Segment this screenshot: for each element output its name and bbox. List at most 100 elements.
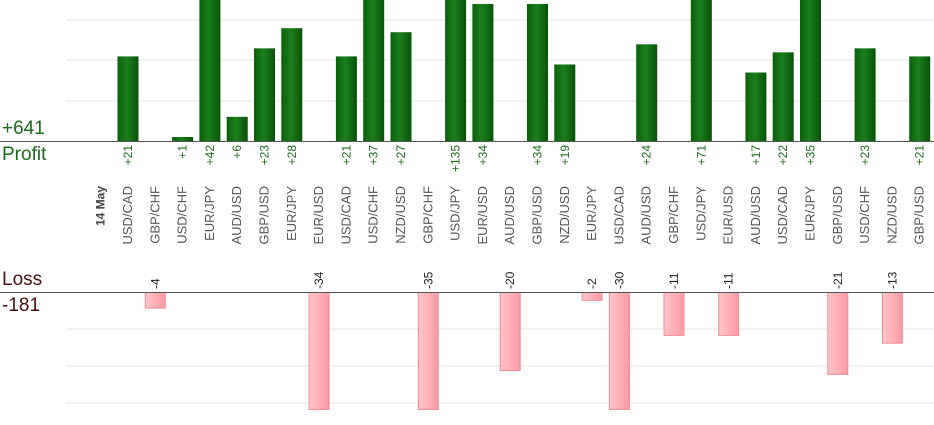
category-label: AUD/USD [502,186,517,245]
loss-value-label: -20 [503,271,517,289]
category-label: AUD/USD [229,186,244,245]
category-labels: USD/CAD GBP/CHF USD/CHF EUR/JPY AUD/USD GBP/U… [120,186,927,245]
profit-value-label: +1 [176,145,190,159]
category-label: USD/CAD [120,186,135,245]
category-label: USD/CAD [338,186,353,245]
profit-bar [527,4,548,142]
loss-value-label: -4 [148,278,162,289]
category-label: GBP/USD [530,186,545,245]
loss-value-label: -34 [312,271,326,289]
category-label: GBP/USD [257,186,272,245]
loss-value-label: -11 [722,272,736,289]
profit-label: Profit [2,144,47,165]
profit-bar [172,136,194,141]
category-label: USD/CHF [175,186,190,244]
loss-value-label: -11 [667,272,681,289]
loss-total: -181 [2,295,41,316]
category-label: NZD/USD [393,186,408,244]
loss-bar [608,292,630,410]
profit-bar [254,48,275,141]
profit-bar [117,56,139,141]
loss-bar [144,292,166,309]
profit-value-label: +135 [449,145,463,172]
profit-value-label: +34 [531,145,545,166]
loss-value-label: -13 [885,271,899,289]
category-label: AUD/USD [748,186,763,245]
loss-bar [308,292,330,410]
category-label: GBP/CHF [420,186,435,244]
profit-value-label: +21 [913,145,927,166]
profit-value-label: +34 [476,145,490,166]
loss-value-label: -35 [421,271,435,289]
loss-bar [499,292,521,371]
value-labels: +21 -4 +1 +42 +6 +23 +28 -34 +21 +37 +27 -35 +135 +34… [121,145,927,289]
profit-value-label: +28 [285,145,299,166]
profit-value-label: +23 [858,145,872,166]
category-label: USD/CHF [366,186,381,244]
loss-bar [663,292,685,336]
loss-value-label: -2 [585,278,599,289]
category-label: GBP/CHF [147,186,162,244]
profit-value-label: +21 [121,145,135,166]
category-label: GBP/USD [912,186,927,245]
category-label: USD/CAD [775,186,790,245]
loss-bar [581,292,603,301]
loss-bar [417,292,439,410]
profit-bar [363,0,385,141]
loss-value-label: -21 [831,271,845,289]
profit-bar [199,0,221,141]
profit-bar [472,4,494,142]
profit-value-label: +24 [640,145,654,166]
category-label: EUR/USD [475,186,490,245]
category-label: EUR/USD [311,186,326,245]
profit-bar [554,64,576,141]
category-label: GBP/CHF [666,186,681,244]
category-label: USD/JPY [448,186,463,241]
loss-bar [718,292,740,336]
profit-value-label: +17 [749,145,763,166]
category-label: GBP/USD [830,186,845,245]
category-label: NZD/USD [884,186,899,244]
profit-bar [909,56,931,141]
category-label: USD/JPY [693,186,708,241]
profit-value-label: +37 [367,145,381,166]
profit-bar [445,0,467,141]
category-label: EUR/JPY [202,186,217,241]
profit-bar [690,0,712,141]
profit-bar [772,52,794,141]
profit-value-label: +6 [230,145,244,159]
profit-bar [335,56,357,141]
profit-bar [800,0,821,141]
profit-value-label: +19 [558,145,572,166]
category-label: EUR/JPY [584,186,599,241]
category-label: NZD/USD [557,186,572,244]
profit-value-label: +35 [804,145,818,166]
profit-value-label: +27 [394,145,408,166]
profit-value-label: +71 [694,145,708,166]
category-label: EUR/USD [721,186,736,245]
profit-value-label: +21 [339,145,353,166]
category-label: USD/CHF [857,186,872,244]
axes [0,141,934,293]
category-label: EUR/JPY [284,186,299,241]
loss-bar [827,292,849,375]
bars [117,0,931,410]
category-label: EUR/JPY [803,186,818,241]
profit-value-label: +42 [203,145,217,166]
profit-bar [281,28,303,142]
profit-bar [390,32,412,141]
profit-value-label: +22 [776,145,790,166]
profit-value-label: +23 [258,145,272,166]
loss-value-label: -30 [612,271,626,289]
category-label: AUD/USD [639,186,654,245]
profit-bar [745,72,767,141]
profit-total: +641 [2,118,45,139]
profit-bar [226,116,248,141]
category-label: USD/CAD [611,186,626,245]
loss-bar [881,292,903,344]
loss-label: Loss [2,269,43,290]
date-label: 14 May [94,186,108,226]
profit-bar [636,44,658,141]
